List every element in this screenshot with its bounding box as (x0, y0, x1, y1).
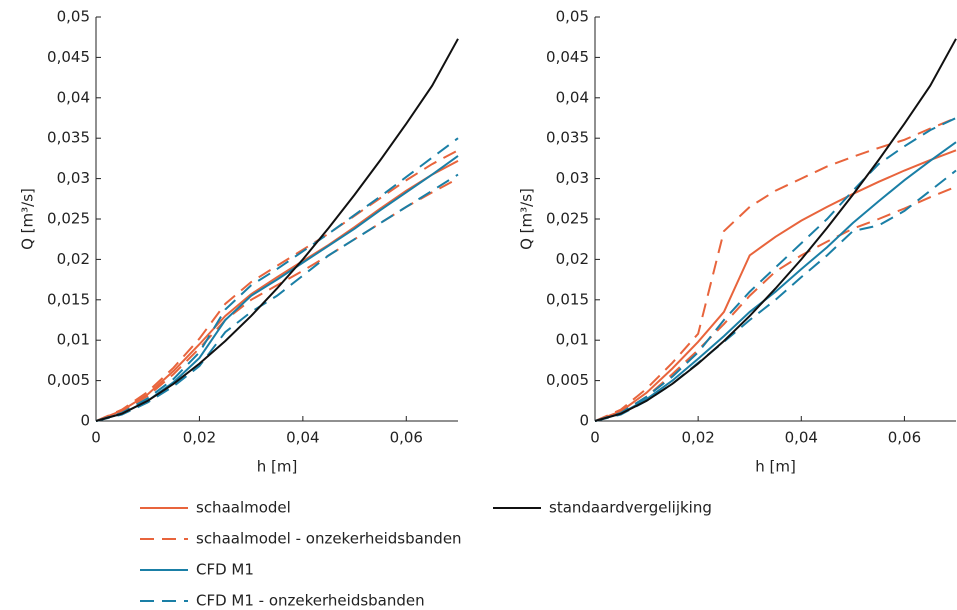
y-tick-label: 0,02 (57, 250, 90, 268)
y-axis-label: Q [m³/s] (19, 188, 37, 250)
band-line (594, 117, 957, 422)
legend-label: schaalmodel - onzekerheidsbanden (196, 530, 462, 548)
series-line (594, 141, 957, 422)
legend-label: CFD M1 - onzekerheidsbanden (196, 592, 425, 610)
x-axis-label: h [m] (755, 458, 796, 476)
band-line (95, 177, 459, 422)
y-tick-label: 0,04 (57, 88, 90, 106)
legend-label: schaalmodel (196, 499, 291, 517)
x-tick-label: 0 (91, 429, 101, 447)
band-line (594, 169, 957, 422)
y-tick-label: 0,035 (546, 129, 589, 147)
y-tick-label: 0,03 (556, 169, 589, 187)
x-tick-label: 0 (590, 429, 600, 447)
y-tick-label: 0,03 (57, 169, 90, 187)
x-tick-label: 0,04 (286, 429, 319, 447)
x-tick-label: 0,02 (183, 429, 216, 447)
y-tick-label: 0,025 (47, 210, 90, 228)
x-tick-label: 0,02 (681, 429, 714, 447)
y-tick-label: 0,04 (556, 88, 589, 106)
y-tick-label: 0,02 (556, 250, 589, 268)
y-tick-label: 0,05 (57, 8, 90, 26)
y-tick-label: 0,035 (47, 129, 90, 147)
band-line (594, 117, 957, 422)
band-line (95, 149, 459, 422)
y-tick-label: 0,045 (47, 48, 90, 66)
series-line (594, 149, 957, 422)
x-tick-label: 0,06 (390, 429, 423, 447)
y-tick-label: 0 (579, 412, 589, 430)
series-line (95, 38, 459, 422)
y-tick-label: 0,01 (57, 331, 90, 349)
series-line (95, 159, 459, 422)
y-tick-label: 0,015 (546, 290, 589, 308)
y-tick-label: 0,01 (556, 331, 589, 349)
legend-label: CFD M1 (196, 561, 254, 579)
y-tick-label: 0,05 (556, 8, 589, 26)
y-tick-label: 0,015 (47, 290, 90, 308)
band-line (95, 173, 459, 422)
y-tick-label: 0,025 (546, 210, 589, 228)
band-line (594, 185, 957, 422)
series-line (594, 38, 957, 422)
y-tick-label: 0 (80, 412, 90, 430)
x-axis-label: h [m] (257, 458, 298, 476)
x-tick-label: 0,06 (888, 429, 921, 447)
band-line (95, 137, 459, 422)
y-axis-label: Q [m³/s] (518, 188, 536, 250)
y-tick-label: 0,005 (546, 371, 589, 389)
x-tick-label: 0,04 (785, 429, 818, 447)
y-tick-label: 0,005 (47, 371, 90, 389)
legend-label: standaardvergelijking (549, 499, 712, 517)
y-tick-label: 0,045 (546, 48, 589, 66)
